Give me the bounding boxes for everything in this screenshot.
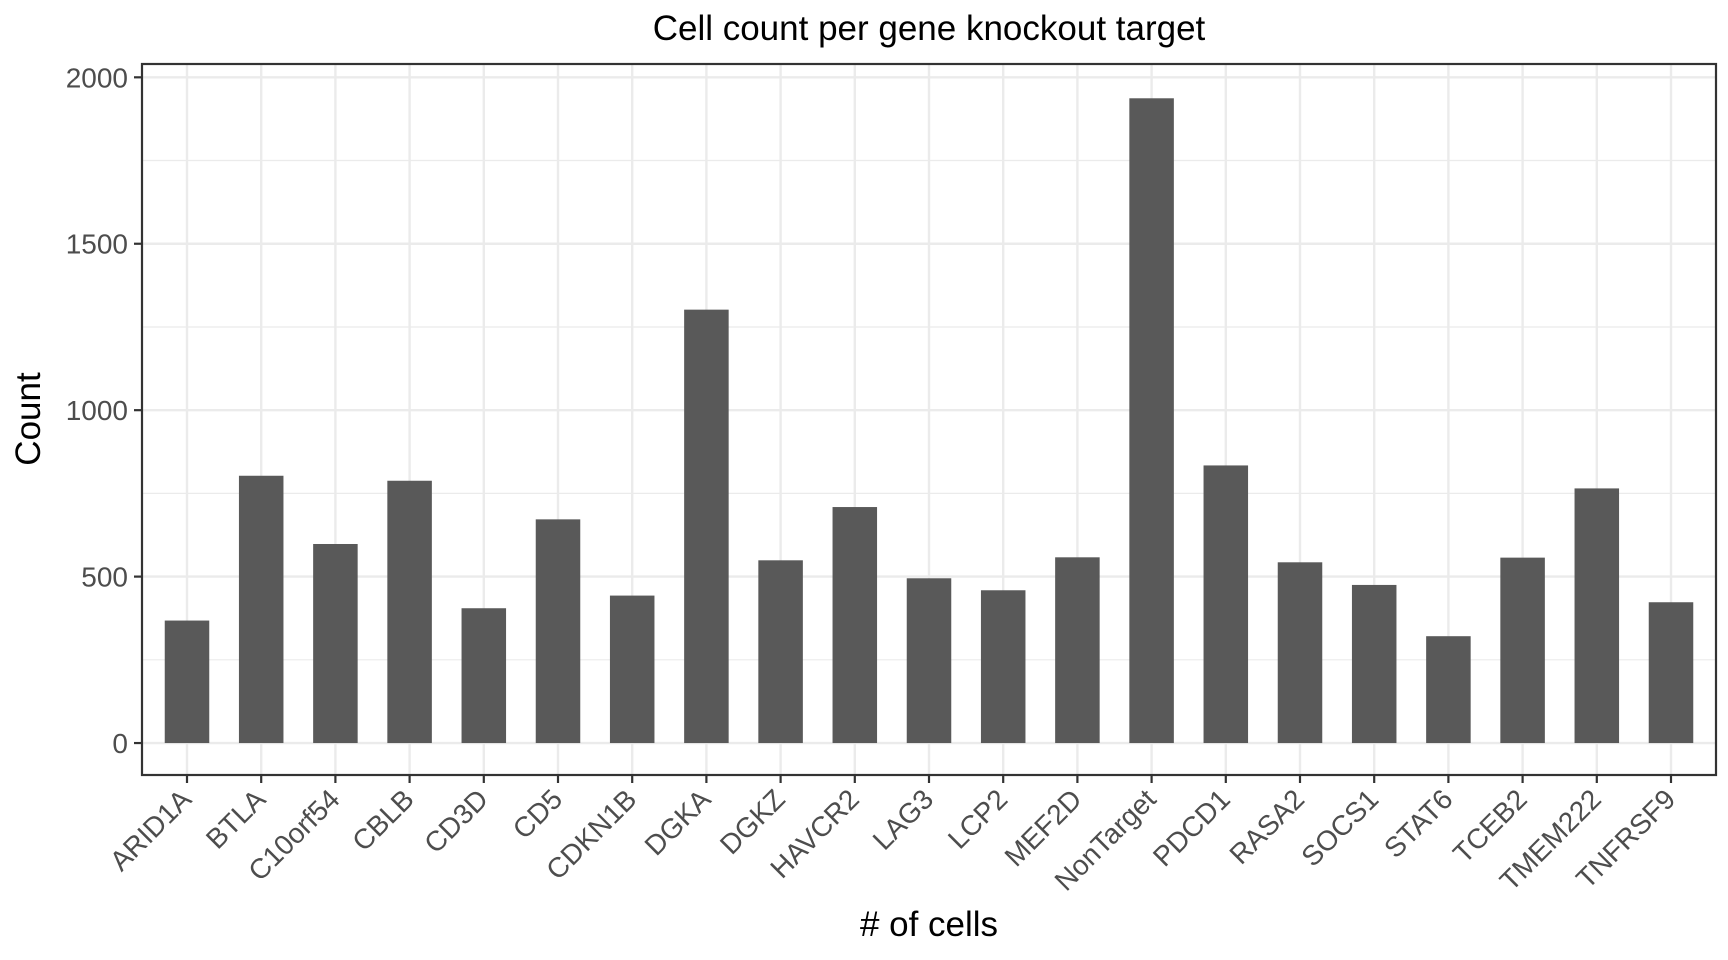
bar-socs1	[1351, 584, 1397, 744]
x-tick-label-cblb: CBLB	[346, 783, 420, 857]
x-tick-label-socs1: SOCS1	[1295, 783, 1384, 872]
x-tick-label-lcp2: LCP2	[942, 783, 1013, 854]
y-axis: 0 500 1000 1500 2000	[66, 62, 142, 759]
x-tick-label-arid1a: ARID1A	[104, 783, 198, 877]
bar-nontarget	[1129, 98, 1174, 744]
y-tick-label: 0	[112, 728, 128, 759]
bar-rasa2	[1277, 562, 1323, 744]
y-axis-title: Count	[9, 372, 48, 466]
x-tick-label-pdcd1: PDCD1	[1147, 783, 1236, 872]
bar-c10orf54	[313, 543, 358, 744]
bar-arid1a	[164, 620, 210, 744]
x-tick-label-cd5: CD5	[507, 783, 569, 845]
x-tick-label-btla: BTLA	[200, 783, 272, 855]
bars	[164, 98, 1694, 744]
bar-tmem222	[1574, 488, 1620, 744]
y-tick-label: 1000	[66, 395, 128, 426]
x-axis-title: # of cells	[860, 905, 998, 944]
bar-btla	[238, 475, 284, 744]
x-tick-label-lag3: LAG3	[867, 783, 940, 856]
bar-dgkz	[758, 560, 803, 744]
bar-cdkn1b	[609, 595, 655, 744]
x-tick-label-rasa2: RASA2	[1223, 783, 1310, 870]
x-tick-label-dgka: DGKA	[639, 783, 717, 861]
bar-lcp2	[980, 590, 1026, 744]
bar-dgka	[684, 309, 729, 744]
bar-tnfrsf9	[1648, 602, 1694, 744]
bar-pdcd1	[1203, 465, 1249, 744]
x-tick-label-cd3d: CD3D	[418, 783, 494, 859]
bar-cblb	[387, 480, 432, 744]
bar-havcr2	[832, 507, 878, 744]
y-tick-label: 2000	[66, 62, 128, 93]
bar-cd3d	[461, 608, 507, 744]
bar-cd5	[535, 519, 581, 744]
bar-lag3	[906, 578, 952, 744]
y-tick-label: 1500	[66, 229, 128, 260]
x-tick-label-stat6: STAT6	[1378, 783, 1459, 864]
bar-mef2d	[1055, 557, 1100, 744]
chart-title: Cell count per gene knockout target	[653, 9, 1206, 48]
bar-tceb2	[1500, 557, 1545, 744]
bar-stat6	[1426, 636, 1471, 744]
y-tick-label: 500	[81, 562, 128, 593]
